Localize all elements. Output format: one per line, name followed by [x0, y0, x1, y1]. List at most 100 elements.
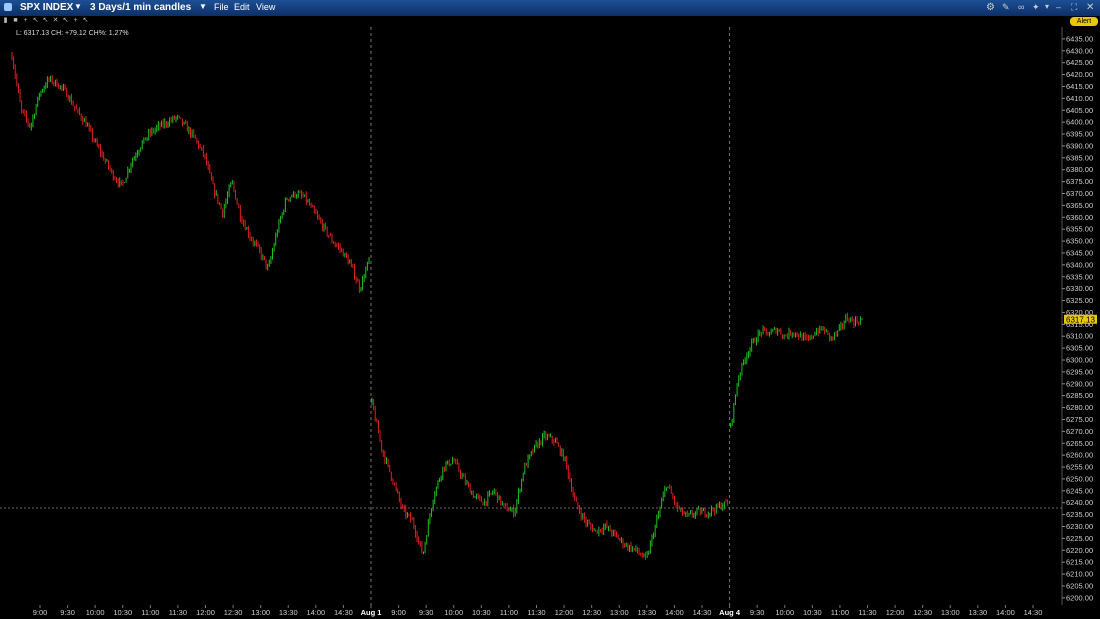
y-tick-label: 6245.00 [1066, 486, 1093, 495]
y-tick-label: 6385.00 [1066, 153, 1093, 162]
x-tick-label: 12:00 [196, 608, 215, 617]
minimize-icon[interactable]: – [1056, 2, 1062, 12]
candles [11, 52, 863, 560]
x-tick-label: 11:00 [141, 608, 159, 617]
y-tick-label: 6230.00 [1066, 522, 1093, 531]
x-tick-label: 12:30 [224, 608, 243, 617]
x-tick-label: 13:00 [941, 608, 960, 617]
y-tick-label: 6225.00 [1066, 534, 1093, 543]
plot-area[interactable] [0, 27, 1062, 605]
x-tick-label: Aug 4 [719, 608, 741, 617]
x-tick-label: Aug 1 [361, 608, 382, 617]
y-tick-label: 6280.00 [1066, 403, 1093, 412]
close-icon[interactable]: ✕ [1086, 2, 1095, 13]
link-icon[interactable]: ∞ [1018, 2, 1025, 12]
y-tick-label: 6315.00 [1066, 320, 1093, 329]
chart-toolbar: ▮ ■ + ↖ ↖ ✕ ↖ + ↖ [0, 16, 1100, 27]
session-separators [370, 27, 731, 605]
y-tick-label: 6215.00 [1066, 558, 1093, 567]
y-tick-label: 6420.00 [1066, 70, 1093, 79]
y-tick-label: 6255.00 [1066, 463, 1093, 472]
symbol-selector[interactable]: SPX INDEX [20, 2, 74, 13]
price-info-label: L: 6317.13 CH: +79.12 CH%: 1.27% [16, 30, 129, 37]
pointer-icon[interactable]: ↖ [82, 17, 89, 24]
add-icon[interactable]: + [73, 17, 78, 24]
y-tick-label: 6380.00 [1066, 165, 1093, 174]
y-tick-label: 6235.00 [1066, 510, 1093, 519]
y-tick-label: 6270.00 [1066, 427, 1093, 436]
y-tick-label: 6390.00 [1066, 141, 1093, 150]
y-axis: 6200.00 6205.00 6210.00 6215.00 6220.00 6225.… [1062, 34, 1093, 602]
x-tick-label: 10:30 [113, 608, 132, 617]
y-tick-label: 6220.00 [1066, 546, 1093, 555]
y-tick-label: 6340.00 [1066, 260, 1093, 269]
wrench-icon[interactable]: ✎ [1002, 2, 1010, 12]
y-tick-label: 6360.00 [1066, 213, 1093, 222]
x-tick-label: 13:00 [251, 608, 270, 617]
x-axis: 9:00 9:30 10:00 10:30 11:00 11:30 12:00 12:30 13… [33, 605, 1043, 617]
y-tick-label: 6325.00 [1066, 296, 1093, 305]
menu-edit[interactable]: Edit [234, 2, 250, 12]
symbol-dropdown-icon[interactable]: ▼ [74, 2, 82, 11]
x-tick-label: 9:00 [391, 608, 406, 617]
x-tick-label: 11:00 [831, 608, 849, 617]
last-price-label: 6317.13 [1066, 315, 1095, 324]
y-tick-label: 6345.00 [1066, 248, 1093, 257]
x-tick-label: 10:30 [803, 608, 822, 617]
y-tick-label: 6395.00 [1066, 130, 1093, 139]
x-tick-label: 11:30 [527, 608, 545, 617]
y-tick-label: 6335.00 [1066, 272, 1093, 281]
x-tick-label: 11:00 [500, 608, 518, 617]
x-tick-label: 13:00 [610, 608, 629, 617]
y-tick-label: 6435.00 [1066, 34, 1093, 43]
pin-icon[interactable]: ✦ [1032, 2, 1040, 12]
maximize-icon[interactable]: ⛶ [1071, 2, 1078, 12]
y-tick-label: 6275.00 [1066, 415, 1093, 424]
lock-icon[interactable]: ■ [13, 17, 18, 24]
menu-file[interactable]: File [214, 2, 229, 12]
last-price-tag: 6317.13 [1064, 314, 1097, 324]
x-tick-label: 13:30 [279, 608, 298, 617]
x-tick-label: 12:00 [886, 608, 905, 617]
x-tick-label: 10:30 [472, 608, 491, 617]
alert-button[interactable]: Alert [1070, 17, 1098, 26]
y-tick-label: 6250.00 [1066, 474, 1093, 483]
x-tick-label: 14:30 [693, 608, 712, 617]
y-tick-label: 6375.00 [1066, 177, 1093, 186]
y-tick-label: 6320.00 [1066, 308, 1093, 317]
y-tick-label: 6290.00 [1066, 379, 1093, 388]
x-tick-label: 14:00 [996, 608, 1015, 617]
y-tick-label: 6365.00 [1066, 201, 1093, 210]
gear-icon[interactable]: ⚙ [986, 2, 995, 13]
title-bar: SPX INDEX ▼ 3 Days/1 min candles ▼ File … [0, 0, 1100, 16]
y-tick-label: 6260.00 [1066, 451, 1093, 460]
y-tick-label: 6355.00 [1066, 225, 1093, 234]
y-tick-label: 6240.00 [1066, 498, 1093, 507]
y-tick-label: 6310.00 [1066, 332, 1093, 341]
y-tick-label: 6405.00 [1066, 106, 1093, 115]
chevron-down-icon[interactable]: ▾ [1045, 2, 1050, 11]
pointer-icon[interactable]: ↖ [42, 17, 49, 24]
y-tick-label: 6425.00 [1066, 58, 1093, 67]
bar-chart-icon[interactable]: ▮ [3, 17, 8, 24]
menu-view[interactable]: View [256, 2, 276, 12]
y-tick-label: 6295.00 [1066, 367, 1093, 376]
y-tick-label: 6350.00 [1066, 237, 1093, 246]
y-tick-label: 6210.00 [1066, 570, 1093, 579]
y-tick-label: 6200.00 [1066, 593, 1093, 602]
x-tick-label: 14:00 [665, 608, 684, 617]
period-selector[interactable]: 3 Days/1 min candles [90, 2, 192, 13]
y-tick-label: 6330.00 [1066, 284, 1093, 293]
y-tick-label: 6205.00 [1066, 581, 1093, 590]
delete-icon[interactable]: ✕ [52, 17, 59, 24]
x-tick-label: 14:30 [1024, 608, 1043, 617]
pointer-icon[interactable]: ↖ [62, 17, 69, 24]
x-tick-label: 14:00 [306, 608, 325, 617]
pointer-icon[interactable]: ↖ [32, 17, 39, 24]
crosshair-icon[interactable]: + [23, 17, 28, 24]
app-icon [4, 3, 12, 11]
y-tick-label: 6410.00 [1066, 94, 1093, 103]
x-tick-label: 12:30 [913, 608, 932, 617]
period-dropdown-icon[interactable]: ▼ [199, 2, 207, 11]
